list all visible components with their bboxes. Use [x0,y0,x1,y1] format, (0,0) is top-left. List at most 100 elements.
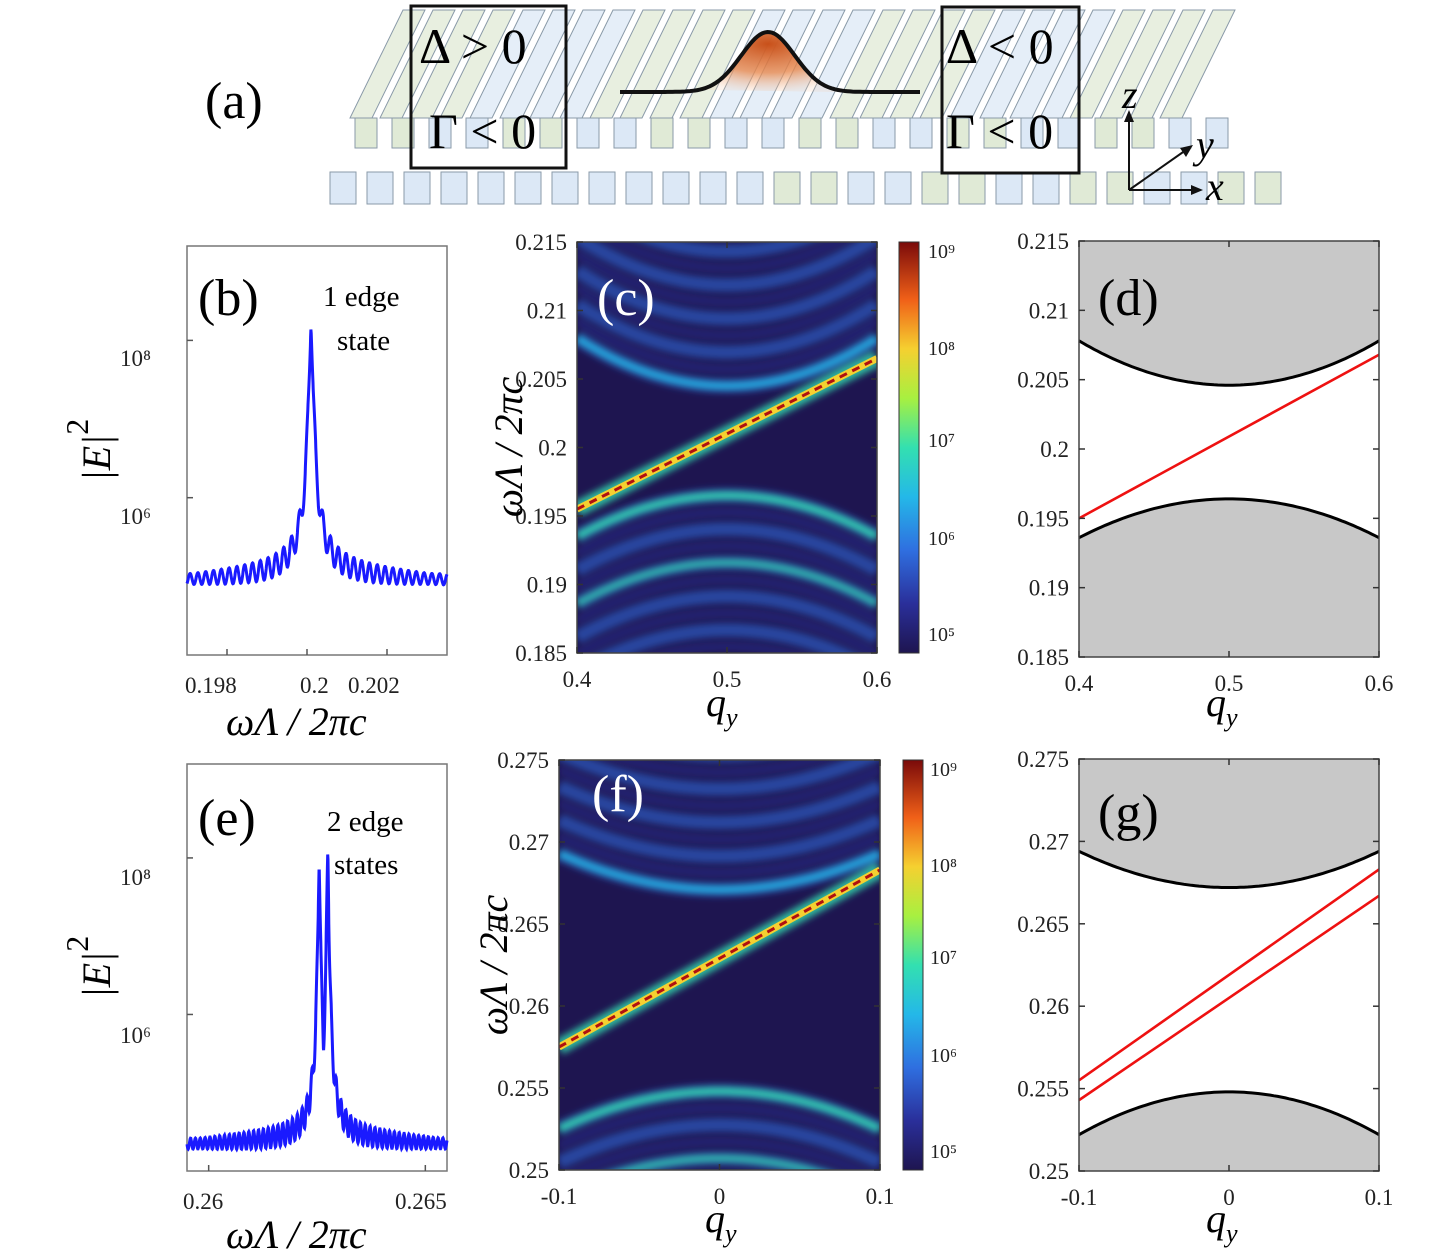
xtick-label: 0 [1223,1185,1235,1210]
xtick-label: 0.6 [863,667,892,692]
xtick-label: 0.4 [1065,671,1094,696]
ytick-label: 0.19 [1029,576,1069,601]
panel-label-b: (b) [198,270,259,327]
waveguide-block-bottom [1254,171,1282,205]
xlabel-c: qy [706,680,738,732]
bulk-upper-shade [607,242,847,273]
ytick-label: 0.2 [538,436,567,461]
bulk-upper-shade [559,799,880,844]
bulk-lower-mode [577,589,877,644]
ytick-label: 0.25 [509,1158,549,1183]
waveguide-block-bottom [1032,171,1060,205]
bulk-upper-mode [638,242,816,259]
panel-e: (e) 2 edge states 10⁸ 10⁶ 0.26 0.265 |E|… [59,763,449,1255]
waveguide-block-bottom [921,171,949,205]
bulk-upper-mode [559,760,880,796]
ytick-label: 0.185 [515,641,567,666]
xtick-label: 0.1 [866,1184,895,1209]
panel-label-f: (f) [592,766,644,823]
waveguide-block-bottom [588,171,616,205]
waveguide-strip [439,9,516,119]
waveguide-block-bottom [477,171,505,205]
edge-state-line-1 [1078,868,1380,1082]
waveguide-strip [559,9,636,119]
bulk-upper-mode [577,242,877,293]
bulk-lower-mode [597,623,857,653]
waveguide-strip [409,9,486,119]
waveguide-block-top [354,117,378,149]
left-box-gamma: Γ < 0 [429,103,536,159]
waveguide-block-bottom [625,171,653,205]
ylabel-e: |E|2 [59,936,119,998]
xlabel-c-q: q [706,680,726,725]
ytick-e-1e6: 10⁶ [120,1023,151,1048]
coordinate-axes: z y x [1121,72,1224,209]
ylabel-b: |E|2 [59,419,119,481]
ytick-e-1e8: 10⁸ [120,865,151,890]
cb-c-1e5: 10⁵ [928,624,955,646]
xtick-label: 0.5 [1215,671,1244,696]
waveguide-block-top [724,117,748,149]
colorbar-c [898,241,920,654]
lower-band-fill-g [1079,1091,1379,1171]
ytick-label: 0.215 [1017,229,1069,254]
ylabel-c-text: ωΛ / 2πc [486,376,531,517]
cb-c-1e7: 10⁷ [928,430,955,452]
lines-g [1078,849,1380,1137]
cb-c-1e8: 10⁸ [928,338,955,360]
waveguide-block-bottom [1069,171,1097,205]
bulk-upper-shade [559,765,880,810]
spectrum-line-e [185,854,449,1153]
waveguide-block-top [391,117,415,149]
spectrum-line-b [185,329,449,587]
waveguide-block-top [465,117,489,149]
xtick-e-1: 0.265 [395,1189,447,1214]
waveguide-block-bottom [736,171,764,205]
annotation-b-line2: state [337,325,390,357]
lower-band-fill-d [1079,498,1379,657]
bulk-upper-shade [611,760,828,777]
ylabel-e-exp: 2 [59,936,95,952]
ytick-label: 0.255 [1017,1077,1069,1102]
waveguide-block-top [650,117,674,149]
xlabel-f-sub: y [722,1219,737,1248]
xtick-label: -0.1 [541,1184,577,1209]
xtick-label: 0 [714,1184,726,1209]
bulk-lower-shade [577,609,877,653]
ytick-label: 0.275 [1017,747,1069,772]
waveguide-block-top [1168,117,1192,149]
panel-d: 0.185 0.19 0.195 0.2 0.205 0.21 0.215 0.4 0.5 0.6… [1017,229,1393,732]
waveguide-block-top [613,117,637,149]
waveguide-block-top [946,117,970,149]
bulk-lower-shade [559,1242,880,1255]
ylabel-f-text: ωΛ / 2πc [471,894,516,1035]
bulk-lower-shade [577,508,877,557]
bulk-upper-edge [577,334,877,390]
cb-f-1e5: 10⁵ [930,1141,957,1163]
panel-label-c: (c) [597,270,655,327]
upper-band-line [1078,849,1380,889]
waveguide-block-top [576,117,600,149]
lines-d [1078,339,1380,540]
waveguide-strip [1069,9,1146,119]
bulk-upper-edge [559,850,880,894]
bulk-lower-mode [577,522,877,577]
waveguide-block-bottom [884,171,912,205]
ytick-label: 0.185 [1017,645,1069,670]
cb-f-1e7: 10⁷ [930,947,957,969]
ytick-b-1e8: 10⁸ [120,346,151,371]
waveguide-block-bottom [773,171,801,205]
xlabel-d-sub: y [1223,703,1238,732]
cb-f-1e9: 10⁹ [930,759,957,781]
ticks-d: 0.185 0.19 0.195 0.2 0.205 0.21 0.215 0.4 0.5 0.6 [1017,229,1393,696]
ytick-label: 0.25 [1029,1159,1069,1184]
ytick-label: 0.21 [1029,298,1069,323]
waveguide-block-bottom [1217,171,1245,205]
waveguide-block-bottom [995,171,1023,205]
ytick-label: 0.195 [1017,506,1069,531]
svg-text:|E|2: |E|2 [59,936,119,998]
ytick-label: 0.205 [1017,368,1069,393]
xlabel-c-sub: y [723,703,738,732]
waveguide-block-bottom [440,171,468,205]
